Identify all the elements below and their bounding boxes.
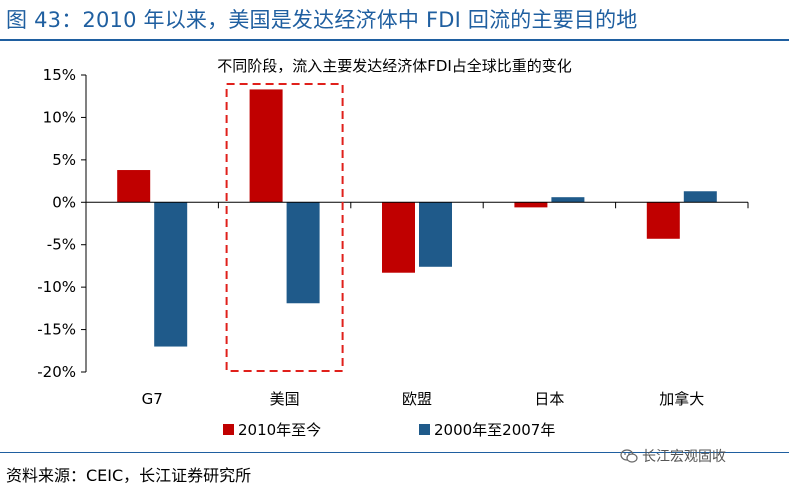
x-tick-label: 加拿大 xyxy=(659,390,704,408)
chart-title: 不同阶段，流入主要发达经济体FDI占全球比重的变化 xyxy=(217,57,572,75)
bar-series-2 xyxy=(286,202,320,304)
x-tick-label: 欧盟 xyxy=(402,390,432,408)
legend-item-series-2: 2000年至2007年 xyxy=(419,419,555,440)
y-tick-label: 5% xyxy=(52,151,76,169)
watermark-text: 长江宏观固收 xyxy=(642,449,726,465)
bar-series-1 xyxy=(249,89,283,203)
x-tick-label: 日本 xyxy=(534,390,564,408)
bar-series-2 xyxy=(551,197,585,203)
figure-title: 图 43：2010 年以来，美国是发达经济体中 FDI 回流的主要目的地 xyxy=(6,8,638,32)
y-tick-label: -15% xyxy=(37,321,76,339)
y-tick-label: -20% xyxy=(37,363,76,381)
bar-series-2 xyxy=(683,191,717,203)
legend-label-series-1: 2010年至今 xyxy=(238,421,322,439)
y-tick-label: 10% xyxy=(43,108,76,126)
bar-series-1 xyxy=(117,170,151,203)
x-tick-label: 美国 xyxy=(270,390,300,408)
title-rule xyxy=(0,39,789,41)
bar-series-1 xyxy=(646,202,680,239)
bar-series-2 xyxy=(154,202,188,347)
y-tick-label: -10% xyxy=(37,278,76,296)
bottom-rule xyxy=(0,452,789,453)
x-tick-label: G7 xyxy=(142,390,163,408)
bar-series-1 xyxy=(514,202,548,208)
y-tick-label: -5% xyxy=(47,236,76,254)
y-tick-label: 15% xyxy=(43,66,76,84)
bar-series-2 xyxy=(419,202,452,267)
legend-item-series-1: 2010年至今 xyxy=(223,419,321,440)
highlight-box xyxy=(225,83,344,372)
wechat-icon xyxy=(620,449,638,463)
bar-series-1 xyxy=(382,202,415,273)
legend-swatch-series-1 xyxy=(223,424,234,435)
legend-label-series-2: 2000年至2007年 xyxy=(434,421,556,439)
y-tick-label: 0% xyxy=(52,193,76,211)
source-note: 资料来源：CEIC，长江证券研究所 xyxy=(6,466,252,485)
watermark: 长江宏观固收 xyxy=(620,446,726,466)
legend-swatch-series-2 xyxy=(419,424,430,435)
